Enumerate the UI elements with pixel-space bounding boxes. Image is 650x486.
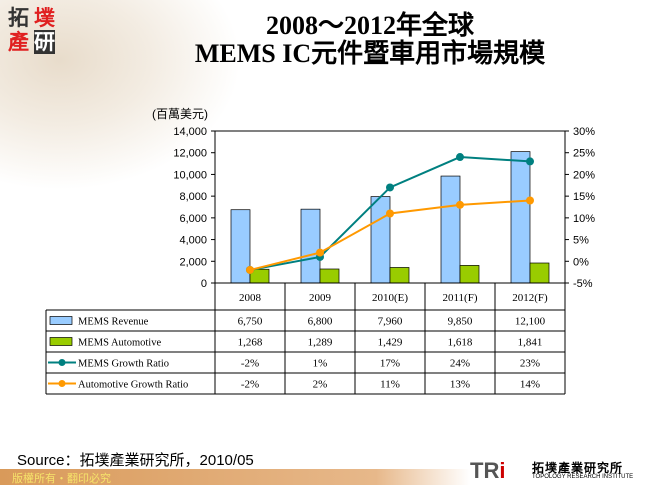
logo-char: 墣 [34,6,55,30]
legend-swatch [49,337,73,346]
data-label: 11% [380,379,400,391]
tri-logo-text: TR [470,458,500,483]
data-label: 14% [520,379,540,391]
legend-swatch [49,316,73,325]
logo: 拓 墣 產 研 [8,6,62,56]
title-line-1: 2008～2012年全球 [265,11,474,40]
category-label: 2011(F) [442,292,477,304]
data-label: -2% [241,379,259,391]
bar-mems-revenue [440,175,461,284]
point-automotive-growth-ratio [386,209,394,218]
bar-mems-automotive [389,267,410,284]
y-right-tick-label: 25% [573,148,595,160]
data-label: 1,289 [308,337,333,349]
legend-label: MEMS Revenue [78,317,149,328]
legend-label: MEMS Growth Ratio [78,359,169,370]
point-automotive-growth-ratio [316,248,324,257]
category-label: 2009 [309,292,332,304]
point-automotive-growth-ratio [526,196,534,205]
y-left-tick-label: 0 [201,278,207,290]
data-label: -2% [241,358,259,370]
y-left-tick-label: 14,000 [173,126,207,138]
bar-mems-revenue [510,151,531,284]
tri-logo-i: i [499,458,506,483]
y-right-tick-label: 10% [573,213,595,225]
data-label: 1,429 [378,337,403,349]
point-mems-growth-ratio [386,183,394,192]
data-label: 24% [450,358,470,370]
legend-marker [58,359,66,366]
data-label: 6,800 [308,316,333,328]
y-left-tick-label: 12,000 [173,148,207,160]
y-right-tick-label: 30% [573,126,595,138]
tri-logo: TRi [470,458,505,484]
point-automotive-growth-ratio [456,200,464,209]
y-left-tick-label: 4,000 [179,235,207,247]
legend-label: MEMS Automotive [78,338,161,349]
bar-mems-revenue [370,196,391,284]
title-line-2: MEMS IC元件暨車用市場規模 [194,39,546,68]
y-left-tick-label: 10,000 [173,169,207,181]
y-right-tick-label: 20% [573,169,595,181]
y-left-tick-label: 8,000 [179,191,207,203]
data-label: 13% [450,379,470,391]
data-label: 6,750 [238,316,263,328]
y-right-tick-label: 15% [573,191,595,203]
data-label: 12,100 [515,316,546,328]
tri-name-en: TOPOLOGY RESEARCH INSTITUTE [532,474,634,480]
source-text: Source：拓墣產業研究所，2010/05 [17,452,254,469]
logo-char: 產 [8,30,29,54]
y-right-tick-label: 0% [573,256,589,268]
data-label: 7,960 [378,316,403,328]
point-mems-growth-ratio [456,153,464,162]
footer-bar [0,469,470,485]
category-label: 2008 [239,292,262,304]
category-label: 2010(E) [372,292,408,304]
copyright-text: 版權所有・翻印必究 [12,472,111,485]
logo-char: 研 [34,30,55,54]
bar-mems-automotive [319,268,340,284]
data-label: 23% [520,358,540,370]
bar-mems-revenue [300,208,321,284]
data-label: 2% [313,379,328,391]
bar-mems-automotive [459,265,480,284]
unit-label: (百萬美元) [152,107,208,121]
data-label: 17% [380,358,400,370]
logo-char: 拓 [8,6,29,30]
tri-name-cn: 拓墣產業研究所 [532,461,624,475]
legend-label: Automotive Growth Ratio [78,380,188,391]
category-label: 2012(F) [512,292,548,304]
legend-marker [58,380,66,387]
data-label: 1,618 [448,337,473,349]
data-label: 1,268 [238,337,263,349]
point-automotive-growth-ratio [246,265,254,274]
y-right-tick-label: -5% [573,278,593,290]
y-left-tick-label: 2,000 [179,256,207,268]
y-right-tick-label: 5% [573,235,589,247]
data-label: 9,850 [448,316,473,328]
y-left-tick-label: 6,000 [179,213,207,225]
bar-mems-automotive [529,262,550,284]
data-label: 1,841 [518,337,543,349]
data-label: 1% [313,358,328,370]
point-mems-growth-ratio [526,157,534,166]
chart-title: 2008～2012年全球 MEMS IC元件暨車用市場規模 [0,12,650,68]
